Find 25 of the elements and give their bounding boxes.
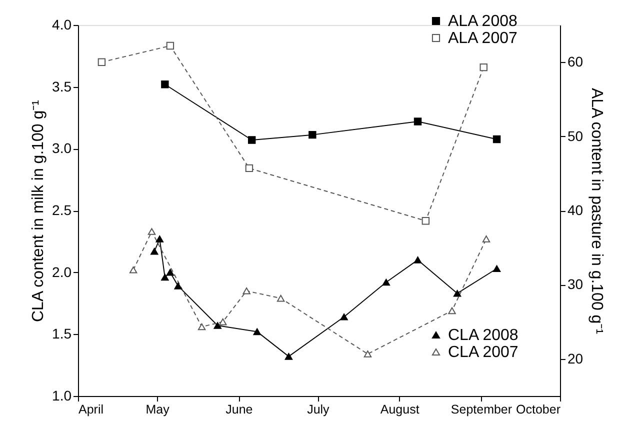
legend-label: ALA 2007 bbox=[448, 30, 518, 47]
y2-tick-label: 60 bbox=[568, 54, 584, 70]
y-axis-title: CLA content in milk in g.100 g⁻¹ bbox=[30, 100, 48, 322]
x-tick-label: September bbox=[450, 402, 512, 416]
y-tick-label: 3.5 bbox=[52, 78, 72, 94]
legend-label: CLA 2008 bbox=[448, 327, 518, 344]
legend-label: CLA 2007 bbox=[448, 344, 518, 361]
y-tick-label: 1.5 bbox=[52, 326, 72, 342]
x-tick-label: October bbox=[516, 402, 560, 416]
y2-tick-label: 50 bbox=[568, 128, 584, 144]
y-tick-label: 2.0 bbox=[52, 264, 72, 280]
x-tick-label: August bbox=[380, 402, 420, 416]
y2-tick-label: 20 bbox=[568, 350, 584, 366]
x-tick-label: June bbox=[226, 402, 253, 416]
x-tick-label: April bbox=[78, 402, 104, 416]
x-tick-label: May bbox=[146, 402, 170, 416]
y2-tick-label: 40 bbox=[568, 202, 584, 218]
y-tick-label: 2.5 bbox=[52, 202, 72, 218]
y2-tick-label: 30 bbox=[568, 276, 584, 292]
y-tick-label: 3.0 bbox=[52, 140, 72, 156]
y-tick-label: 1.0 bbox=[52, 388, 72, 404]
x-tick-label: July bbox=[307, 402, 330, 416]
y2-axis-title: ALA content in pasture in g.100 g⁻¹ bbox=[588, 88, 606, 334]
y-tick-label: 4.0 bbox=[52, 16, 72, 32]
legend-label: ALA 2008 bbox=[448, 13, 518, 30]
